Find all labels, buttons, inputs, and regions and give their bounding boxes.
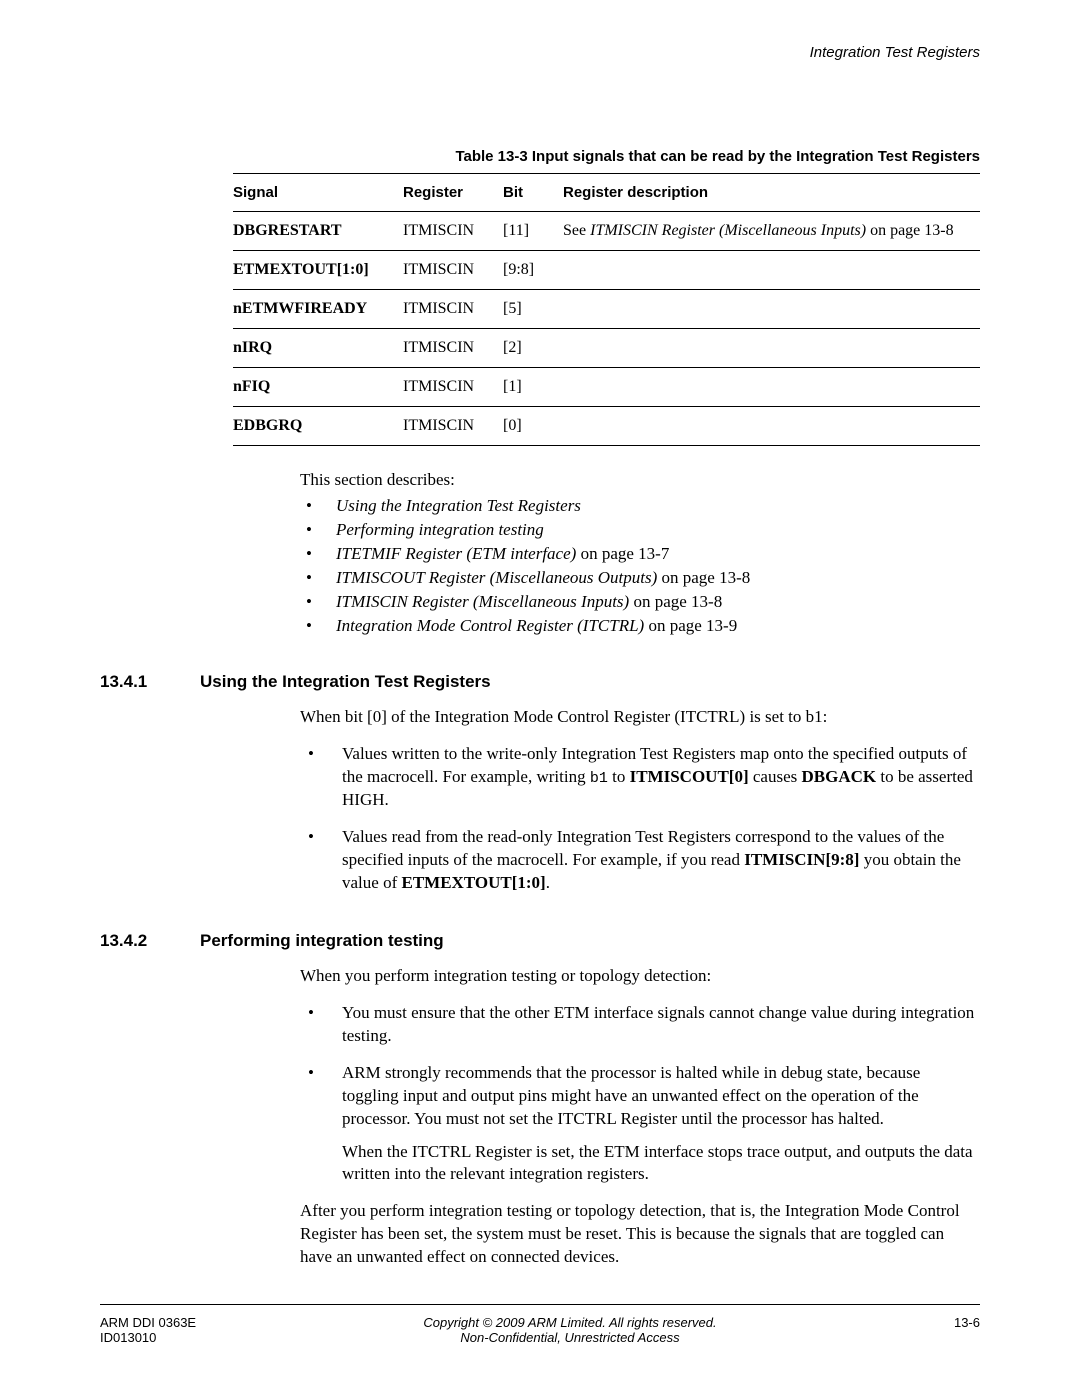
col-signal: Signal (233, 174, 403, 212)
table-row: nFIQITMISCIN[1] (233, 368, 980, 407)
table-row: ETMEXTOUT[1:0]ITMISCIN[9:8] (233, 251, 980, 290)
cell-signal: nFIQ (233, 368, 403, 407)
cell-bit: [0] (503, 407, 563, 446)
col-bit: Bit (503, 174, 563, 212)
bullet-item: ARM strongly recommends that the process… (300, 1062, 980, 1187)
table-row: EDBGRQITMISCIN[0] (233, 407, 980, 446)
cell-description: See ITMISCIN Register (Miscellaneous Inp… (563, 212, 980, 251)
page-content: Table 13-3 Input signals that can be rea… (100, 148, 980, 1269)
cell-register: ITMISCIN (403, 368, 503, 407)
bullet-item: You must ensure that the other ETM inter… (300, 1002, 980, 1048)
cell-register: ITMISCIN (403, 251, 503, 290)
signal-table: Signal Register Bit Register description… (233, 173, 980, 446)
reference-item: Performing integration testing (300, 520, 980, 540)
doc-id2: ID013010 (100, 1330, 260, 1345)
reference-item: ITETMIF Register (ETM interface) on page… (300, 544, 980, 564)
cell-description (563, 251, 980, 290)
confidentiality: Non-Confidential, Unrestricted Access (260, 1330, 880, 1345)
cell-signal: EDBGRQ (233, 407, 403, 446)
cell-register: ITMISCIN (403, 290, 503, 329)
section-title: Using the Integration Test Registers (200, 672, 491, 692)
cell-signal: nETMWFIREADY (233, 290, 403, 329)
cell-bit: [5] (503, 290, 563, 329)
table-header-row: Signal Register Bit Register description (233, 174, 980, 212)
cell-bit: [11] (503, 212, 563, 251)
table-row: nETMWFIREADYITMISCIN[5] (233, 290, 980, 329)
reference-item: Using the Integration Test Registers (300, 496, 980, 516)
reference-item: ITMISCOUT Register (Miscellaneous Output… (300, 568, 980, 588)
table-row: DBGRESTARTITMISCIN[11]See ITMISCIN Regis… (233, 212, 980, 251)
cell-description (563, 329, 980, 368)
cell-register: ITMISCIN (403, 212, 503, 251)
reference-item: Integration Mode Control Register (ITCTR… (300, 616, 980, 636)
bullet-sub: When the ITCTRL Register is set, the ETM… (342, 1141, 980, 1187)
after-paragraph: After you perform integration testing or… (300, 1200, 980, 1269)
section-13-4-2: 13.4.2 Performing integration testing Wh… (100, 931, 980, 1269)
cell-signal: nIRQ (233, 329, 403, 368)
section-intro-line: When you perform integration testing or … (300, 965, 980, 988)
col-description: Register description (563, 174, 980, 212)
doc-id: ARM DDI 0363E (100, 1315, 260, 1330)
cell-bit: [9:8] (503, 251, 563, 290)
cell-description (563, 368, 980, 407)
section-number: 13.4.1 (100, 672, 200, 692)
section-title: Performing integration testing (200, 931, 444, 951)
cell-signal: DBGRESTART (233, 212, 403, 251)
section-13-4-1: 13.4.1 Using the Integration Test Regist… (100, 672, 980, 895)
running-header: Integration Test Registers (810, 44, 980, 61)
reference-list: Using the Integration Test Registers Perf… (300, 496, 980, 636)
col-register: Register (403, 174, 503, 212)
cell-register: ITMISCIN (403, 329, 503, 368)
cell-description (563, 290, 980, 329)
cell-register: ITMISCIN (403, 407, 503, 446)
copyright: Copyright © 2009 ARM Limited. All rights… (260, 1315, 880, 1330)
section-intro: This section describes: Using the Integr… (300, 470, 980, 636)
page-number: 13-6 (880, 1315, 980, 1330)
cell-bit: [1] (503, 368, 563, 407)
section-number: 13.4.2 (100, 931, 200, 951)
table-row: nIRQITMISCIN[2] (233, 329, 980, 368)
page-footer: ARM DDI 0363E ID013010 Copyright © 2009 … (100, 1304, 980, 1345)
intro-text: This section describes: (300, 470, 980, 490)
cell-bit: [2] (503, 329, 563, 368)
bullet-item: Values read from the read-only Integrati… (300, 826, 980, 895)
reference-item: ITMISCIN Register (Miscellaneous Inputs)… (300, 592, 980, 612)
section-intro-line: When bit [0] of the Integration Mode Con… (300, 706, 980, 729)
cell-description (563, 407, 980, 446)
cell-signal: ETMEXTOUT[1:0] (233, 251, 403, 290)
table-caption: Table 13-3 Input signals that can be rea… (233, 148, 980, 165)
bullet-item: Values written to the write-only Integra… (300, 743, 980, 812)
